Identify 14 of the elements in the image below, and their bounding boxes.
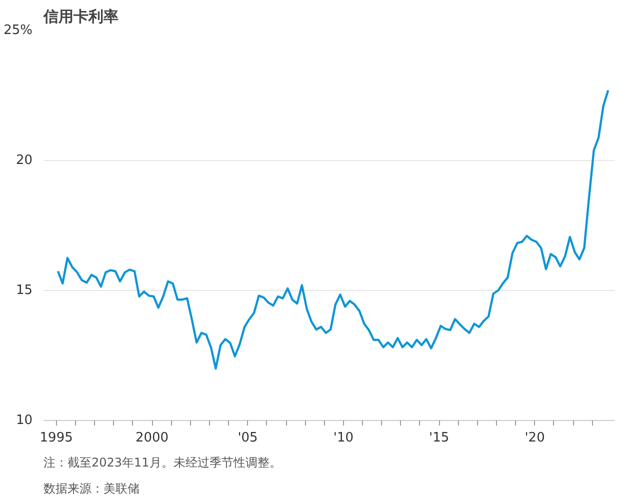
x-tick-label: '10 — [333, 430, 354, 446]
y-tick-label: 20 — [16, 153, 33, 168]
chart-title: 信用卡利率 — [42, 8, 118, 26]
y-tick-label: 10 — [16, 413, 33, 428]
source-note: 数据来源：美联储 — [44, 482, 140, 496]
text: 注：截至2023年11月。未经过季节性调整。 — [44, 456, 282, 470]
x-tick-label: 2000 — [135, 430, 169, 446]
y-tick-label: 25% — [4, 23, 33, 38]
x-tick-label: '20 — [524, 430, 545, 446]
line-series — [56, 89, 610, 370]
x-tick-label: '15 — [429, 430, 450, 446]
y-tick-label: 15 — [16, 283, 33, 298]
x-tick-label: 1995 — [40, 430, 73, 446]
x-tick-label: '05 — [238, 430, 258, 446]
